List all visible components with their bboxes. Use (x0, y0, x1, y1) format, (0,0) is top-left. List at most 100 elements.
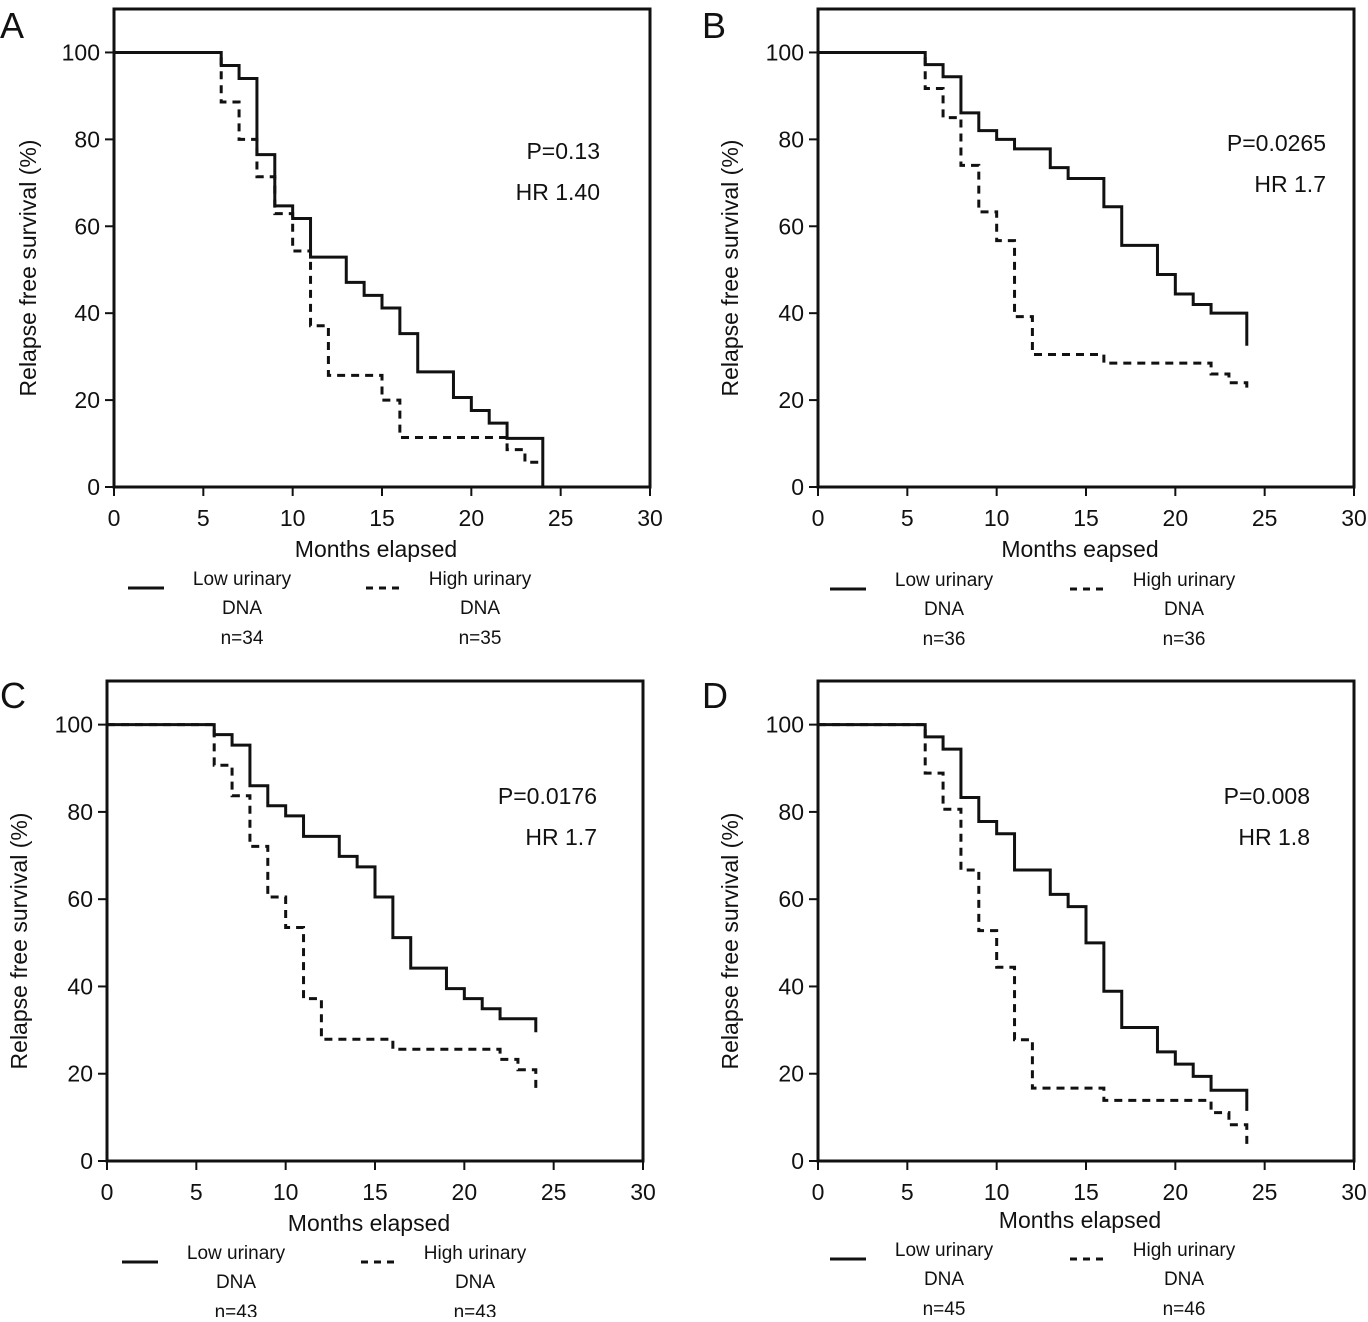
x-tick-label: 5 (901, 1179, 914, 1205)
x-tick-label: 10 (280, 505, 306, 531)
y-tick-label: 40 (778, 973, 804, 999)
legend-label-line2: DNA (455, 1272, 495, 1293)
y-tick-label: 80 (778, 126, 804, 152)
panel-letter: A (0, 5, 24, 46)
x-tick-label: 30 (1341, 1179, 1367, 1205)
y-tick-label: 100 (55, 712, 93, 738)
y-tick-label: 0 (791, 474, 804, 500)
p-value-label: P=0.0176 (498, 783, 597, 809)
y-tick-label: 0 (80, 1148, 93, 1174)
legend-label-line1: Low urinary (895, 1240, 994, 1261)
x-tick-label: 20 (459, 505, 485, 531)
hazard-ratio-label: HR 1.7 (525, 824, 597, 850)
x-tick-label: 0 (108, 505, 121, 531)
legend-label-line2: DNA (1164, 599, 1204, 620)
p-value-label: P=0.008 (1224, 783, 1310, 809)
legend-label-line1: High urinary (1133, 570, 1236, 591)
y-tick-label: 60 (778, 213, 804, 239)
p-value-label: P=0.0265 (1227, 130, 1326, 156)
hazard-ratio-label: HR 1.8 (1238, 824, 1310, 850)
panel-letter: B (702, 5, 726, 46)
high-urinary-dna-curve (107, 723, 538, 1090)
panel-letter: D (702, 675, 728, 716)
legend-label-line1: Low urinary (193, 569, 292, 590)
y-tick-label: 80 (74, 126, 100, 152)
panel-d: D 0 5 10 15 20 25 30 0 20 40 60 80 100 Months elapsed R… (702, 675, 1367, 1320)
x-axis-title: Months eapsed (1001, 536, 1158, 562)
x-tick-label: 10 (984, 1179, 1010, 1205)
x-tick-label: 20 (1163, 505, 1189, 531)
panel-letter: C (0, 675, 26, 716)
plot-frame (816, 7, 1356, 489)
x-axis-title: Months elapsed (295, 536, 457, 562)
x-tick-label: 0 (101, 1179, 114, 1205)
legend-sample-size: n=43 (454, 1302, 497, 1317)
x-tick-label: 5 (190, 1179, 203, 1205)
y-tick-label: 80 (67, 799, 93, 825)
high-urinary-dna-curve (818, 723, 1249, 1146)
x-axis-title: Months elapsed (288, 1210, 450, 1236)
x-tick-label: 25 (1252, 1179, 1278, 1205)
x-tick-label: 30 (630, 1179, 656, 1205)
legend-sample-size: n=36 (1163, 629, 1206, 650)
x-tick-label: 0 (812, 1179, 825, 1205)
y-tick-label: 20 (74, 387, 100, 413)
x-tick-label: 20 (1163, 1179, 1189, 1205)
p-value-label: P=0.13 (526, 138, 600, 164)
panel-a: A 0 5 10 15 20 25 30 0 20 40 60 80 100 Months elapsed R… (0, 5, 663, 649)
legend-sample-size: n=34 (221, 628, 264, 649)
legend-label-line1: Low urinary (895, 570, 994, 591)
x-tick-label: 25 (541, 1179, 567, 1205)
x-tick-label: 30 (1341, 505, 1367, 531)
y-tick-label: 40 (67, 973, 93, 999)
low-urinary-dna-curve (114, 50, 545, 487)
y-axis-title: Relapse free survival (%) (6, 813, 32, 1070)
x-tick-label: 30 (637, 505, 663, 531)
x-tick-label: 15 (1073, 1179, 1099, 1205)
y-tick-label: 60 (74, 213, 100, 239)
y-tick-label: 80 (778, 799, 804, 825)
y-tick-label: 40 (778, 300, 804, 326)
hazard-ratio-label: HR 1.40 (516, 179, 600, 205)
legend-label-line2: DNA (460, 598, 500, 619)
low-urinary-dna-curve (818, 723, 1249, 1111)
y-axis-title: Relapse free survival (%) (15, 140, 41, 397)
y-tick-label: 100 (766, 39, 804, 65)
x-tick-label: 0 (812, 505, 825, 531)
x-tick-label: 5 (197, 505, 210, 531)
x-tick-label: 10 (273, 1179, 299, 1205)
legend-label-line2: DNA (222, 598, 262, 619)
hazard-ratio-label: HR 1.7 (1254, 171, 1326, 197)
panel-c: C 0 5 10 15 20 25 30 0 20 40 60 80 100 Months elapsed R… (0, 675, 656, 1322)
y-tick-label: 20 (778, 387, 804, 413)
y-tick-label: 40 (74, 300, 100, 326)
legend-label-line2: DNA (924, 599, 964, 620)
y-tick-label: 20 (67, 1061, 93, 1087)
x-tick-label: 15 (369, 505, 395, 531)
y-tick-label: 100 (62, 39, 100, 65)
legend-label-line2: DNA (1164, 1269, 1204, 1290)
y-axis-title: Relapse free survival (%) (717, 140, 743, 397)
x-tick-label: 25 (1252, 505, 1278, 531)
panel-b: B 0 5 10 15 20 25 30 0 20 40 60 80 100 Months eapsed Re… (702, 5, 1367, 650)
legend-label-line2: DNA (216, 1272, 256, 1293)
legend-label-line2: DNA (924, 1269, 964, 1290)
x-axis-title: Months elapsed (999, 1207, 1161, 1233)
x-tick-label: 15 (1073, 505, 1099, 531)
y-tick-label: 0 (87, 474, 100, 500)
low-urinary-dna-curve (818, 50, 1249, 346)
x-tick-label: 10 (984, 505, 1010, 531)
legend-sample-size: n=43 (215, 1302, 258, 1317)
x-tick-label: 15 (362, 1179, 388, 1205)
legend-sample-size: n=36 (923, 629, 966, 650)
y-tick-label: 60 (67, 886, 93, 912)
plot-frame (112, 7, 652, 489)
y-tick-label: 0 (791, 1148, 804, 1174)
y-axis-title: Relapse free survival (%) (717, 813, 743, 1070)
legend-label-line1: High urinary (1133, 1240, 1236, 1261)
x-tick-label: 25 (548, 505, 574, 531)
x-tick-label: 5 (901, 505, 914, 531)
y-tick-label: 60 (778, 886, 804, 912)
